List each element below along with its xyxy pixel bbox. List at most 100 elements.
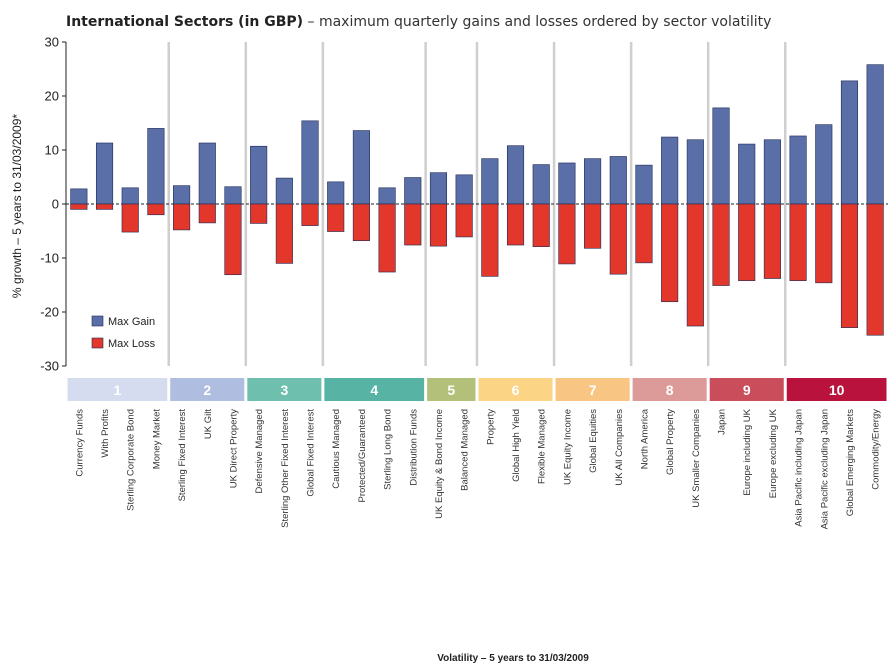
bar-max-loss xyxy=(378,203,396,273)
bar-max-loss xyxy=(404,203,422,246)
category-label: Global Emerging Markets xyxy=(845,409,856,516)
bar-max-loss xyxy=(840,203,859,328)
bars xyxy=(70,64,884,336)
group-band-label: 1 xyxy=(113,382,121,398)
bar-max-gain xyxy=(815,124,833,205)
category-label: Distribution Funds xyxy=(408,409,419,486)
bar-max-loss xyxy=(686,203,704,327)
y-tick-label: -20 xyxy=(40,305,59,320)
category-label: UK Smaller Companies xyxy=(691,409,702,508)
volatility-group-band: 1 2 3 4 5 6 7 8 9 10 xyxy=(67,378,887,401)
category-label: Global Equities xyxy=(588,409,599,473)
category-label: UK Equity Income xyxy=(562,409,573,485)
category-label: Protected/Guaranteed xyxy=(357,409,368,502)
group-band-segment xyxy=(786,378,887,401)
group-band-label: 3 xyxy=(280,382,288,398)
group-band-segment xyxy=(67,378,168,401)
bar-max-gain xyxy=(866,64,884,205)
bar-max-loss xyxy=(327,203,345,232)
bar-max-loss xyxy=(481,203,499,277)
category-label: Defensive Managed xyxy=(254,409,265,494)
bar-max-loss xyxy=(866,203,884,336)
group-band-segment xyxy=(170,378,245,401)
bar-max-loss xyxy=(429,203,448,247)
group-band-segment xyxy=(478,378,553,401)
bar-max-loss xyxy=(712,203,730,286)
bar-max-gain xyxy=(686,139,704,205)
bar-max-gain xyxy=(404,177,422,205)
category-label: Money Market xyxy=(151,409,162,470)
x-axis-label: Volatility – 5 years to 31/03/2009 xyxy=(437,653,589,664)
bar-max-loss xyxy=(173,203,191,231)
bar-max-gain xyxy=(712,107,730,205)
category-label: Asia Pacific including Japan xyxy=(794,409,805,527)
y-tick-label: -10 xyxy=(40,251,59,266)
bar-max-gain xyxy=(198,142,216,205)
bar-max-loss xyxy=(301,203,319,226)
category-label: Commodity/Energy xyxy=(871,409,882,490)
bar-max-gain xyxy=(224,186,242,205)
bar-max-loss xyxy=(506,203,525,246)
bar-max-gain xyxy=(455,174,473,205)
category-label: North America xyxy=(639,408,650,469)
bar-max-gain xyxy=(147,128,165,205)
legend-label: Max Loss xyxy=(108,338,156,350)
bar-max-gain xyxy=(738,143,756,205)
group-band-label: 10 xyxy=(829,382,845,398)
bar-max-gain xyxy=(609,156,627,205)
bar-max-gain xyxy=(70,188,88,205)
bar-max-gain xyxy=(429,172,448,205)
category-label: Balanced Managed xyxy=(460,409,471,491)
chart-title-bold: International Sectors (in GBP) xyxy=(66,14,303,30)
category-label: Europe including UK xyxy=(742,408,753,495)
legend: Max Gain Max Loss xyxy=(91,315,156,350)
category-label: UK Direct Property xyxy=(228,409,239,488)
bar-max-gain xyxy=(378,187,396,205)
y-tick-label: 30 xyxy=(45,35,59,50)
category-label: UK Equity & Bond Income xyxy=(434,409,445,519)
bar-max-loss xyxy=(121,203,139,233)
bar-max-loss xyxy=(95,203,114,210)
bar-max-gain xyxy=(661,136,679,205)
legend-label: Max Gain xyxy=(108,316,155,328)
bar-max-loss xyxy=(661,203,679,303)
bar-max-gain xyxy=(173,185,191,205)
bar-max-gain xyxy=(763,139,781,205)
group-band-segment xyxy=(709,378,784,401)
bar-max-gain xyxy=(327,181,345,205)
category-label: With Profits xyxy=(100,409,111,458)
bar-max-loss xyxy=(635,203,653,264)
bar-max-gain xyxy=(789,135,807,205)
group-band-segment xyxy=(632,378,707,401)
category-label: Sterling Long Bond xyxy=(383,409,394,490)
y-tick-label: 0 xyxy=(52,197,59,212)
category-label: UK Gilt xyxy=(203,409,214,439)
category-label: Europe excluding UK xyxy=(768,408,779,498)
category-label: Global Fixed Interest xyxy=(306,409,317,497)
category-labels: Currency Funds With Profits Sterling Corpo… xyxy=(74,408,881,529)
category-label: Flexible Managed xyxy=(537,409,548,484)
category-label: Property xyxy=(485,409,496,445)
bar-max-loss xyxy=(224,203,242,276)
category-label: Global Property xyxy=(665,409,676,475)
bar-max-gain xyxy=(121,187,139,205)
category-label: Cautious Managed xyxy=(331,409,342,489)
bar-max-loss xyxy=(198,203,216,224)
bar-max-loss xyxy=(532,203,550,247)
group-band-segment xyxy=(555,378,630,401)
bar-max-gain xyxy=(506,145,525,205)
category-label: UK All Companies xyxy=(614,409,625,486)
group-band-label: 8 xyxy=(666,382,674,398)
bar-max-loss xyxy=(789,203,807,281)
group-band-label: 9 xyxy=(743,382,751,398)
legend-swatch xyxy=(91,315,104,327)
bar-max-loss xyxy=(584,203,602,249)
bar-max-loss xyxy=(352,203,370,242)
group-band-segment xyxy=(324,378,425,401)
legend-swatch xyxy=(91,337,104,349)
bar-max-gain xyxy=(532,164,550,205)
y-axis-label: % growth – 5 years to 31/03/2009* xyxy=(10,114,24,298)
bar-max-gain xyxy=(481,158,499,205)
y-tick-label: 20 xyxy=(45,89,59,104)
